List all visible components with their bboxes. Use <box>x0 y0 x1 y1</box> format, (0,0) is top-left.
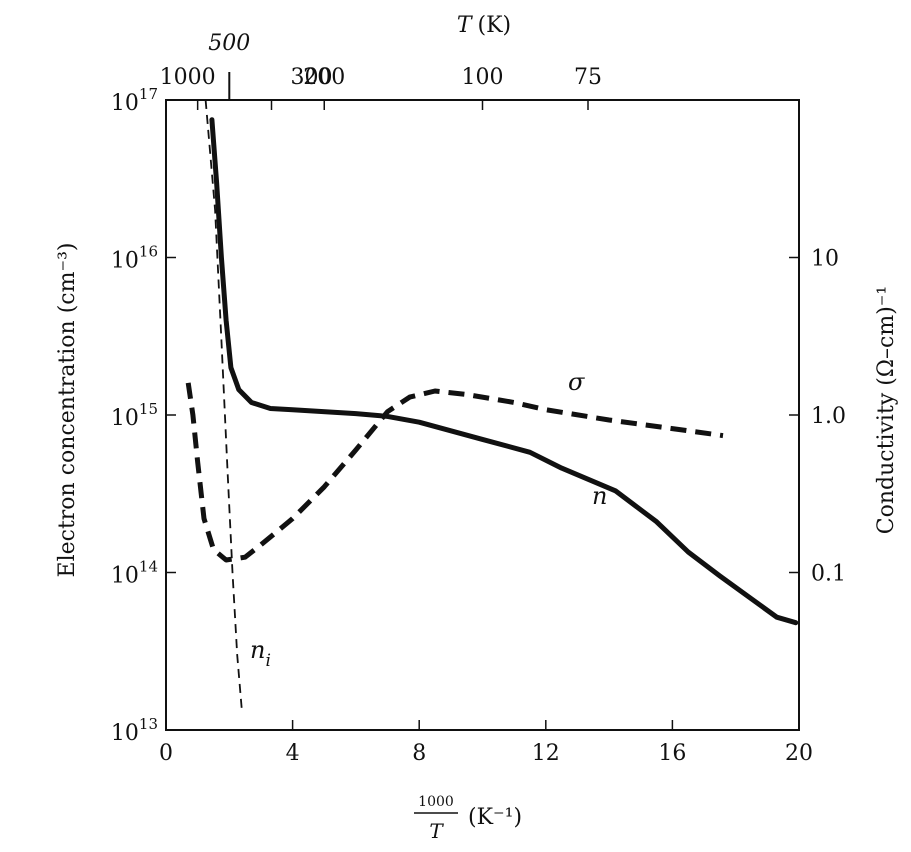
x-axis-title-unit: (K⁻¹) <box>468 805 522 830</box>
top-tick-label: 300 <box>291 65 333 90</box>
top-tick-label: 200 <box>303 65 345 90</box>
series-line-ni <box>204 99 243 713</box>
x-tick-label: 16 <box>658 741 686 766</box>
x-axis-title-denominator: T <box>429 819 444 843</box>
n-curve-label: n <box>592 482 607 510</box>
x-tick-label: 8 <box>412 741 426 766</box>
top-tick-label: 1000 <box>160 65 216 90</box>
sigma-curve-label: σ <box>568 368 585 396</box>
y-right-tick-label: 1.0 <box>811 404 846 429</box>
y-left-tick-label: 1015 <box>111 400 158 431</box>
y-left-tick-label: 1013 <box>111 715 158 746</box>
x-tick-label: 0 <box>159 741 173 766</box>
y-left-axis-title: Electron concentration (cm⁻³) <box>55 243 80 578</box>
top-tick-label: 100 <box>462 65 504 90</box>
ni-curve-label: ni <box>250 636 271 671</box>
x-tick-label: 20 <box>785 741 813 766</box>
top-tick-label: 75 <box>574 65 602 90</box>
top-axis-title: T (K) <box>457 13 511 38</box>
x-axis-title: 1000 T (K⁻¹) <box>414 794 522 843</box>
series-layer <box>185 99 799 713</box>
x-axis-title-numerator: 1000 <box>418 794 454 810</box>
series-line-sigma <box>185 382 724 563</box>
top-tick-label: 500 <box>208 31 250 56</box>
x-tick-label: 4 <box>286 741 300 766</box>
y-right-axis-title: Conductivity (Ω–cm)⁻¹ <box>874 286 899 534</box>
y-right-tick-label: 0.1 <box>811 562 846 587</box>
series-line-n <box>209 117 799 626</box>
y-right-tick-label: 10 <box>811 247 839 272</box>
y-left-tick-label: 1016 <box>111 243 158 274</box>
x-tick-label: 12 <box>532 741 560 766</box>
y-left-tick-label: 1017 <box>111 85 158 116</box>
y-left-tick-label: 1014 <box>111 558 158 589</box>
